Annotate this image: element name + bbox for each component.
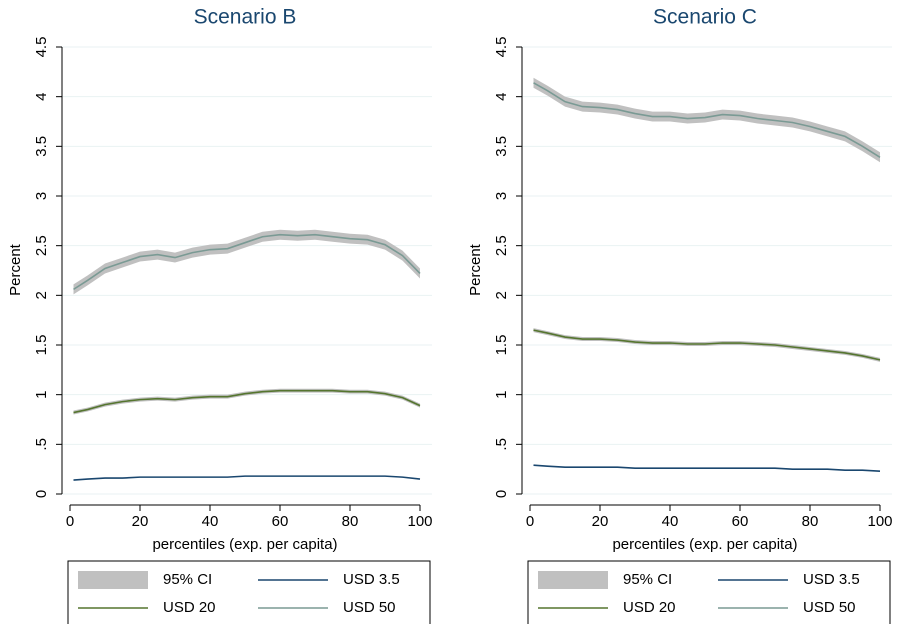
y-tick-label: 3.5 — [33, 136, 50, 157]
legend-label: USD 3.5 — [803, 571, 860, 588]
x-tick-label: 80 — [802, 513, 819, 530]
y-tick-label: .5 — [493, 438, 510, 451]
legend-swatch — [78, 571, 148, 589]
y-tick-label: 4.5 — [33, 37, 50, 58]
legend-label: USD 50 — [343, 599, 396, 616]
y-tick-label: 2 — [33, 291, 50, 299]
chart-title: Scenario B — [194, 6, 297, 29]
x-tick-label: 100 — [867, 513, 892, 530]
y-tick-label: 2.5 — [493, 235, 510, 256]
legend-label: 95% CI — [163, 571, 212, 588]
x-tick-label: 60 — [272, 513, 289, 530]
y-tick-label: 0 — [493, 490, 510, 498]
legend-swatch — [538, 571, 608, 589]
y-tick-label: 4 — [33, 92, 50, 100]
y-tick-label: 3 — [33, 192, 50, 200]
x-tick-label: 0 — [66, 513, 74, 530]
legend-label: USD 20 — [623, 599, 676, 616]
series-line — [73, 233, 421, 291]
y-tick-label: 3.5 — [493, 136, 510, 157]
x-tick-label: 100 — [407, 513, 432, 530]
y-tick-label: 1 — [33, 390, 50, 398]
legend-label: USD 50 — [803, 599, 856, 616]
legend-label: 95% CI — [623, 571, 672, 588]
y-tick-label: 2 — [493, 291, 510, 299]
y-tick-label: 4.5 — [493, 37, 510, 58]
y-tick-label: .5 — [33, 438, 50, 451]
y-tick-label: 3 — [493, 192, 510, 200]
y-tick-label: 2.5 — [33, 235, 50, 256]
series-line — [73, 389, 421, 414]
series-line — [533, 329, 881, 361]
x-tick-label: 20 — [132, 513, 149, 530]
legend-label: USD 3.5 — [343, 571, 400, 588]
series-line — [533, 464, 881, 472]
legend-label: USD 20 — [163, 599, 216, 616]
y-axis-title: Percent — [467, 243, 484, 296]
y-axis-title: Percent — [7, 243, 24, 296]
x-tick-label: 40 — [202, 513, 219, 530]
series-line — [73, 475, 421, 481]
y-tick-label: 0 — [33, 490, 50, 498]
chart-title: Scenario C — [653, 6, 757, 29]
ci-band — [533, 77, 880, 163]
x-tick-label: 0 — [526, 513, 534, 530]
x-axis-title: percentiles (exp. per capita) — [612, 536, 797, 553]
x-tick-label: 20 — [592, 513, 609, 530]
series-line — [533, 82, 881, 158]
x-tick-label: 40 — [662, 513, 679, 530]
y-tick-label: 4 — [493, 92, 510, 100]
x-axis-title: percentiles (exp. per capita) — [152, 536, 337, 553]
y-tick-label: 1 — [493, 390, 510, 398]
x-tick-label: 60 — [732, 513, 749, 530]
y-tick-label: 1.5 — [493, 335, 510, 356]
x-tick-label: 80 — [342, 513, 359, 530]
ci-band — [533, 328, 880, 362]
y-tick-label: 1.5 — [33, 335, 50, 356]
